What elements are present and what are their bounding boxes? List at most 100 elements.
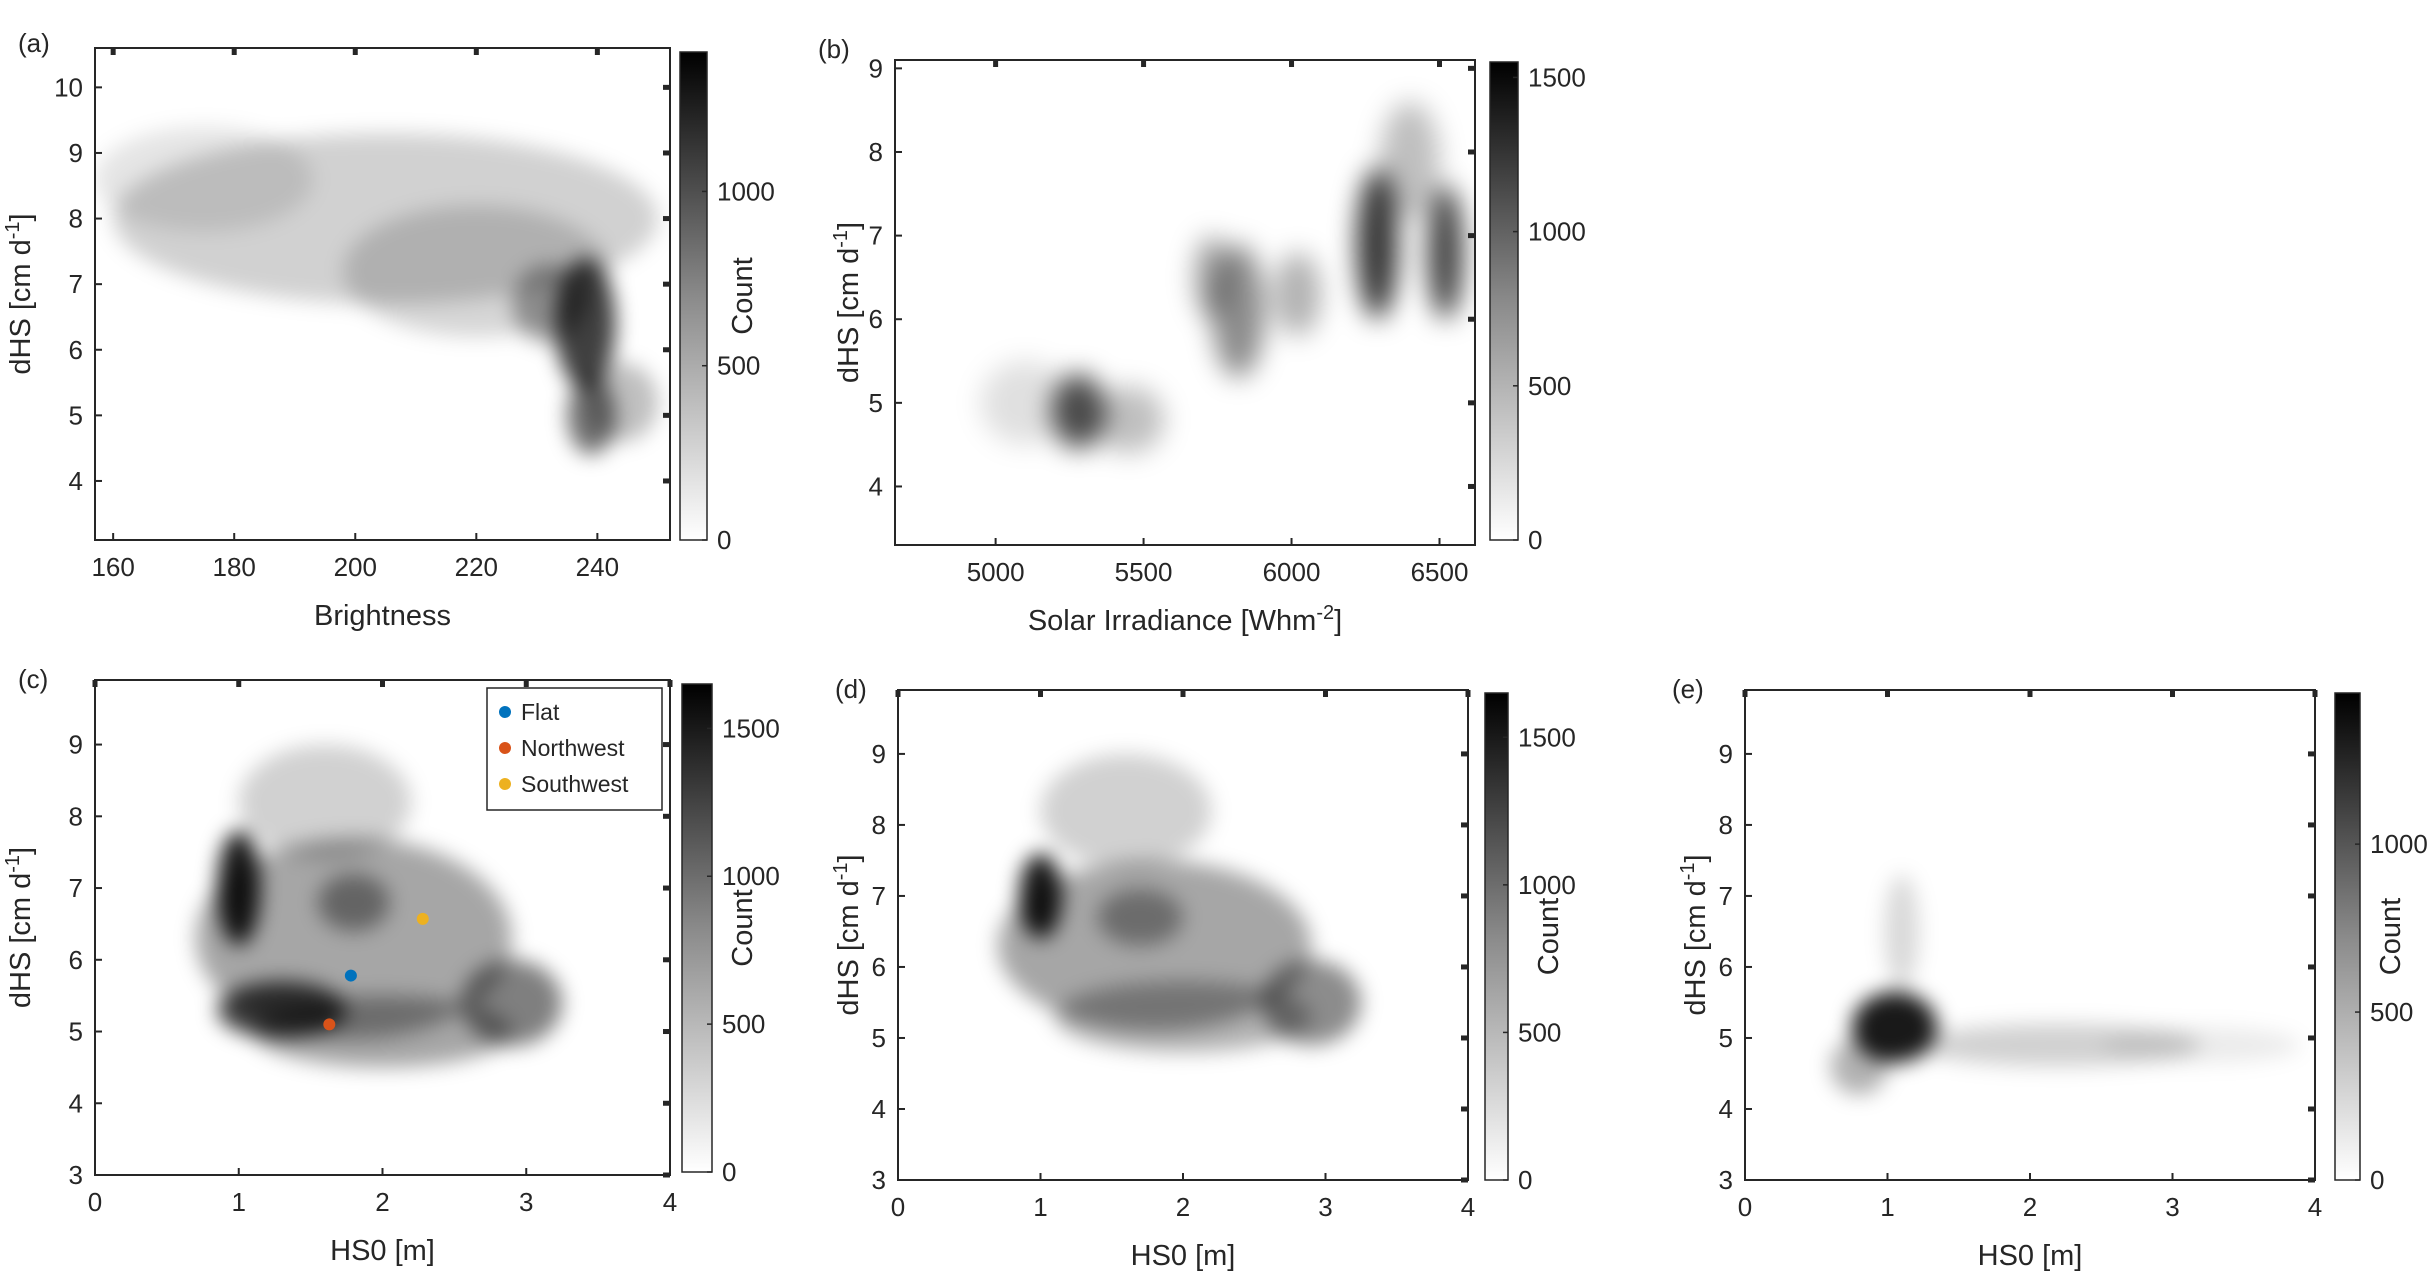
y-axis-title: dHS [cm d-1] <box>830 222 865 383</box>
colorbar <box>681 683 713 1173</box>
point-northwest <box>323 1018 336 1031</box>
y-tick-label: 4 <box>69 1088 83 1118</box>
legend-marker <box>499 742 511 754</box>
density-blob-1 <box>1093 386 1165 454</box>
x-axis-title: HS0 [m] <box>330 1235 435 1267</box>
density-blob-3 <box>2101 1027 2301 1063</box>
density-blob-7 <box>1380 101 1440 219</box>
colorbar-tick-label: 1000 <box>1518 870 1576 900</box>
x-tick-label: 2 <box>1176 1192 1190 1222</box>
density-blob-1 <box>1884 874 1919 989</box>
density-blob-3 <box>1054 981 1312 1053</box>
plot-frame <box>94 47 671 541</box>
colorbar-tick-label: 0 <box>722 1157 736 1187</box>
colorbar-tick-label: 0 <box>2370 1165 2384 1195</box>
x-tick-label: 220 <box>455 552 498 582</box>
y-tick-label: 5 <box>69 400 83 430</box>
x-axis-title: HS0 [m] <box>1978 1240 2083 1272</box>
heatmap <box>95 126 658 455</box>
y-tick-label: 7 <box>869 221 883 251</box>
y-tick-label: 4 <box>869 471 883 501</box>
density-blob-5 <box>1097 888 1183 946</box>
panel-label: (c) <box>18 664 48 694</box>
x-tick-label: 0 <box>1738 1192 1752 1222</box>
heatmap <box>195 744 563 1068</box>
panel-label: (d) <box>835 674 867 704</box>
y-axis-title: dHS [cm d-1] <box>1677 854 1712 1015</box>
colorbar-tick-label: 1000 <box>1528 217 1586 247</box>
density-blob-6 <box>1427 185 1464 320</box>
x-tick-label: 4 <box>1461 1192 1475 1222</box>
colorbar <box>2334 692 2361 1181</box>
y-tick-label: 7 <box>872 881 886 911</box>
x-tick-label: 1 <box>232 1187 246 1217</box>
colorbar-tick-label: 0 <box>1528 525 1542 555</box>
density-blob-4 <box>1040 753 1212 868</box>
density-blob-2 <box>195 837 512 1039</box>
y-tick-label: 8 <box>69 801 83 831</box>
legend: Flat Northwest Southwest <box>486 687 663 811</box>
y-tick-label: 5 <box>869 388 883 418</box>
colorbar-tick-label: 500 <box>2370 997 2413 1027</box>
colorbar-tick-label: 1000 <box>2370 829 2428 859</box>
colorbar-tick-label: 1500 <box>722 713 780 743</box>
x-axis-title: Brightness <box>314 600 451 632</box>
density-blob-8 <box>980 361 1070 445</box>
y-tick-label: 9 <box>869 53 883 83</box>
heatmap <box>980 101 1464 454</box>
y-axis-title: dHS [cm d-1] <box>830 854 865 1015</box>
legend-box <box>486 687 663 811</box>
density-blob-3 <box>1193 235 1230 320</box>
y-tick-label: 7 <box>69 873 83 903</box>
y-tick-label: 5 <box>872 1023 886 1053</box>
panel-a: (a) 160 180 200 220 240 4 5 6 7 8 9 10 Brightness dHS … <box>2 28 775 632</box>
x-tick-label: 6500 <box>1411 557 1469 587</box>
x-tick-label: 3 <box>2165 1192 2179 1222</box>
x-tick-label: 0 <box>891 1192 905 1222</box>
x-tick-label: 4 <box>2308 1192 2322 1222</box>
y-tick-label: 5 <box>69 1017 83 1047</box>
x-tick-label: 5000 <box>967 557 1025 587</box>
y-tick-label: 6 <box>872 952 886 982</box>
y-tick-label: 6 <box>69 945 83 975</box>
y-tick-label: 5 <box>1719 1023 1733 1053</box>
y-axis-title: dHS [cm d-1] <box>2 213 37 374</box>
y-tick-label: 4 <box>1719 1094 1733 1124</box>
heatmap <box>1830 874 2301 1095</box>
x-tick-label: 4 <box>663 1187 677 1217</box>
legend-entry-flat: Flat <box>521 699 560 725</box>
y-tick-label: 3 <box>69 1160 83 1190</box>
y-tick-label: 8 <box>69 204 83 234</box>
density-blob-5 <box>585 362 658 442</box>
legend-marker <box>499 706 511 718</box>
x-axis-title: HS0 [m] <box>1131 1240 1236 1272</box>
y-tick-label: 4 <box>69 466 83 496</box>
y-tick-label: 9 <box>1719 739 1733 769</box>
plot-frame <box>1744 689 2316 1181</box>
colorbar-tick-label: 500 <box>1528 371 1571 401</box>
colorbar-tick-label: 500 <box>722 1009 765 1039</box>
x-tick-label: 180 <box>213 552 256 582</box>
panel-e: (e) 0 1 2 3 4 3 4 5 6 7 8 9 HS0 [m] dHS [cm d-1] 0 500 10… <box>1672 674 2428 1272</box>
panel-label: (e) <box>1672 674 1704 704</box>
colorbar-tick-label: 1500 <box>1528 62 1586 92</box>
colorbar-label: Count <box>727 257 759 334</box>
colorbar-tick-label: 0 <box>717 525 731 555</box>
y-tick-label: 6 <box>869 304 883 334</box>
y-tick-label: 9 <box>69 730 83 760</box>
x-tick-label: 200 <box>334 552 377 582</box>
x-tick-label: 240 <box>576 552 619 582</box>
colorbar-tick-label: 1500 <box>1518 722 1576 752</box>
colorbar <box>1489 61 1519 541</box>
x-tick-label: 1 <box>1880 1192 1894 1222</box>
colorbar <box>679 51 708 541</box>
legend-entry-northwest: Northwest <box>521 735 625 761</box>
x-tick-label: 3 <box>1318 1192 1332 1222</box>
x-tick-label: 5500 <box>1115 557 1173 587</box>
density-blob-4 <box>1830 1037 1888 1095</box>
x-tick-label: 1 <box>1033 1192 1047 1222</box>
x-tick-label: 2 <box>2023 1192 2037 1222</box>
density-blob-5 <box>238 744 412 860</box>
